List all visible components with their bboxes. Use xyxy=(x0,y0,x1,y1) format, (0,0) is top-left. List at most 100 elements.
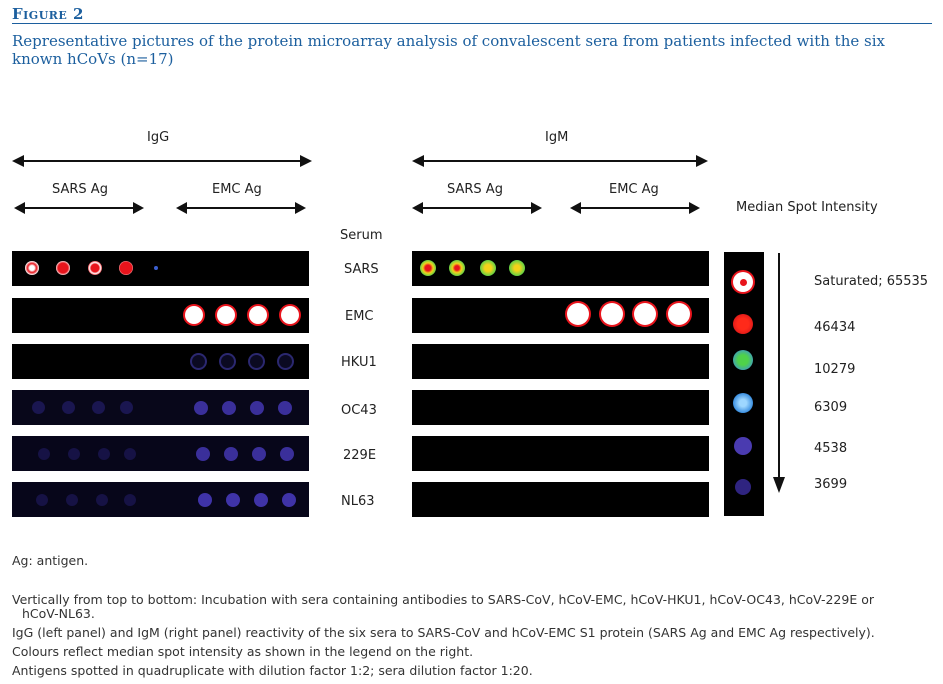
microarray-spot xyxy=(196,447,210,461)
igg-strip-229e xyxy=(12,436,309,471)
legend-value-saturated: Saturated; 65535 xyxy=(814,274,929,289)
microarray-spot xyxy=(222,401,236,415)
microarray-spot xyxy=(250,401,264,415)
igm-strip-nl63 xyxy=(412,482,709,517)
microarray-spot xyxy=(68,448,80,460)
serum-label-sars: SARS xyxy=(344,262,379,277)
microarray-spot xyxy=(278,401,292,415)
igm-sars-ag-label: SARS Ag xyxy=(447,182,503,197)
igg-header: IgG xyxy=(147,130,170,145)
igm-strip-hku1 xyxy=(412,344,709,379)
microarray-spot xyxy=(634,303,656,325)
legend-value: 10279 xyxy=(814,362,856,377)
legend-value: 46434 xyxy=(814,320,856,335)
microarray-spot xyxy=(221,355,234,368)
igm-strip-229e xyxy=(412,436,709,471)
microarray-spot xyxy=(449,260,465,276)
microarray-spot xyxy=(25,261,39,275)
igm-span-arrow xyxy=(412,155,708,167)
igg-emc-arrow xyxy=(176,202,306,214)
microarray-spot xyxy=(62,401,75,414)
legend-value: 4538 xyxy=(814,441,848,456)
igm-emc-arrow xyxy=(570,202,700,214)
serum-label-hku1: HKU1 xyxy=(341,355,377,370)
igm-sars-arrow xyxy=(412,202,542,214)
microarray-spot xyxy=(32,401,45,414)
igg-strip-nl63 xyxy=(12,482,309,517)
footnote-dilution: Antigens spotted in quadruplicate with d… xyxy=(12,663,533,678)
microarray-spot xyxy=(194,401,208,415)
serum-label-oc43: OC43 xyxy=(341,403,377,418)
microarray-spot xyxy=(281,306,299,324)
igm-header: IgM xyxy=(545,130,569,145)
microarray-spot xyxy=(124,448,136,460)
microarray-spot xyxy=(567,303,589,325)
serum-label-emc: EMC xyxy=(345,309,374,324)
microarray-spot xyxy=(92,401,105,414)
footnote-vertical-order: Vertically from top to bottom: Incubatio… xyxy=(12,592,874,607)
igg-sars-arrow xyxy=(14,202,144,214)
microarray-spot xyxy=(124,494,136,506)
legend-title: Median Spot Intensity xyxy=(736,200,878,215)
microarray-spot xyxy=(120,401,133,414)
igm-strip-sars xyxy=(412,251,709,286)
microarray-spot xyxy=(280,447,294,461)
figure-rule xyxy=(12,23,932,24)
microarray-spot xyxy=(601,303,623,325)
intensity-legend-strip xyxy=(724,252,764,516)
legend-value: 6309 xyxy=(814,400,848,415)
figure-caption: Representative pictures of the protein m… xyxy=(12,32,885,68)
footnote-colours: Colours reflect median spot intensity as… xyxy=(12,644,474,659)
igg-span-arrow xyxy=(12,155,312,167)
microarray-spot xyxy=(38,448,50,460)
microarray-spot xyxy=(254,493,268,507)
igg-emc-ag-label: EMC Ag xyxy=(212,182,262,197)
legend-spot-46434 xyxy=(733,314,753,334)
microarray-spot xyxy=(98,448,110,460)
footnote-panels: IgG (left panel) and IgM (right panel) r… xyxy=(12,625,875,640)
igg-strip-hku1 xyxy=(12,344,309,379)
microarray-spot xyxy=(226,493,240,507)
microarray-spot xyxy=(480,260,496,276)
serum-header: Serum xyxy=(340,228,383,243)
microarray-spot xyxy=(88,261,102,275)
microarray-spot xyxy=(252,447,266,461)
footnote-vertical-order-cont: hCoV-NL63. xyxy=(22,606,95,621)
microarray-spot xyxy=(198,493,212,507)
microarray-spot xyxy=(36,494,48,506)
microarray-spot xyxy=(192,355,205,368)
igg-strip-sars xyxy=(12,251,309,286)
legend-direction-arrow xyxy=(773,253,785,493)
microarray-spot xyxy=(119,261,133,275)
microarray-spot xyxy=(66,494,78,506)
microarray-spot xyxy=(96,494,108,506)
igm-strip-oc43 xyxy=(412,390,709,425)
microarray-spot xyxy=(224,447,238,461)
serum-label-229e: 229E xyxy=(343,448,377,463)
legend-value: 3699 xyxy=(814,477,848,492)
microarray-spot xyxy=(279,355,292,368)
igm-emc-ag-label: EMC Ag xyxy=(609,182,659,197)
serum-label-nl63: NL63 xyxy=(341,494,375,509)
noise-speck xyxy=(154,266,158,270)
legend-spot-saturated xyxy=(733,272,753,292)
igg-strip-oc43 xyxy=(12,390,309,425)
microarray-spot xyxy=(217,306,235,324)
figure-label: Figure 2 xyxy=(12,5,84,23)
microarray-spot xyxy=(420,260,436,276)
igg-sars-ag-label: SARS Ag xyxy=(52,182,108,197)
microarray-spot xyxy=(249,306,267,324)
microarray-spot xyxy=(185,306,203,324)
legend-spot-6309 xyxy=(733,393,753,413)
microarray-spot xyxy=(56,261,70,275)
microarray-spot xyxy=(509,260,525,276)
footnote-antigen: Ag: antigen. xyxy=(12,553,89,568)
legend-spot-10279 xyxy=(733,350,753,370)
microarray-spot xyxy=(668,303,690,325)
legend-spot-3699 xyxy=(735,479,751,495)
igg-strip-emc xyxy=(12,298,309,333)
microarray-spot xyxy=(282,493,296,507)
igm-strip-emc xyxy=(412,298,709,333)
microarray-spot xyxy=(250,355,263,368)
legend-spot-4538 xyxy=(734,437,752,455)
